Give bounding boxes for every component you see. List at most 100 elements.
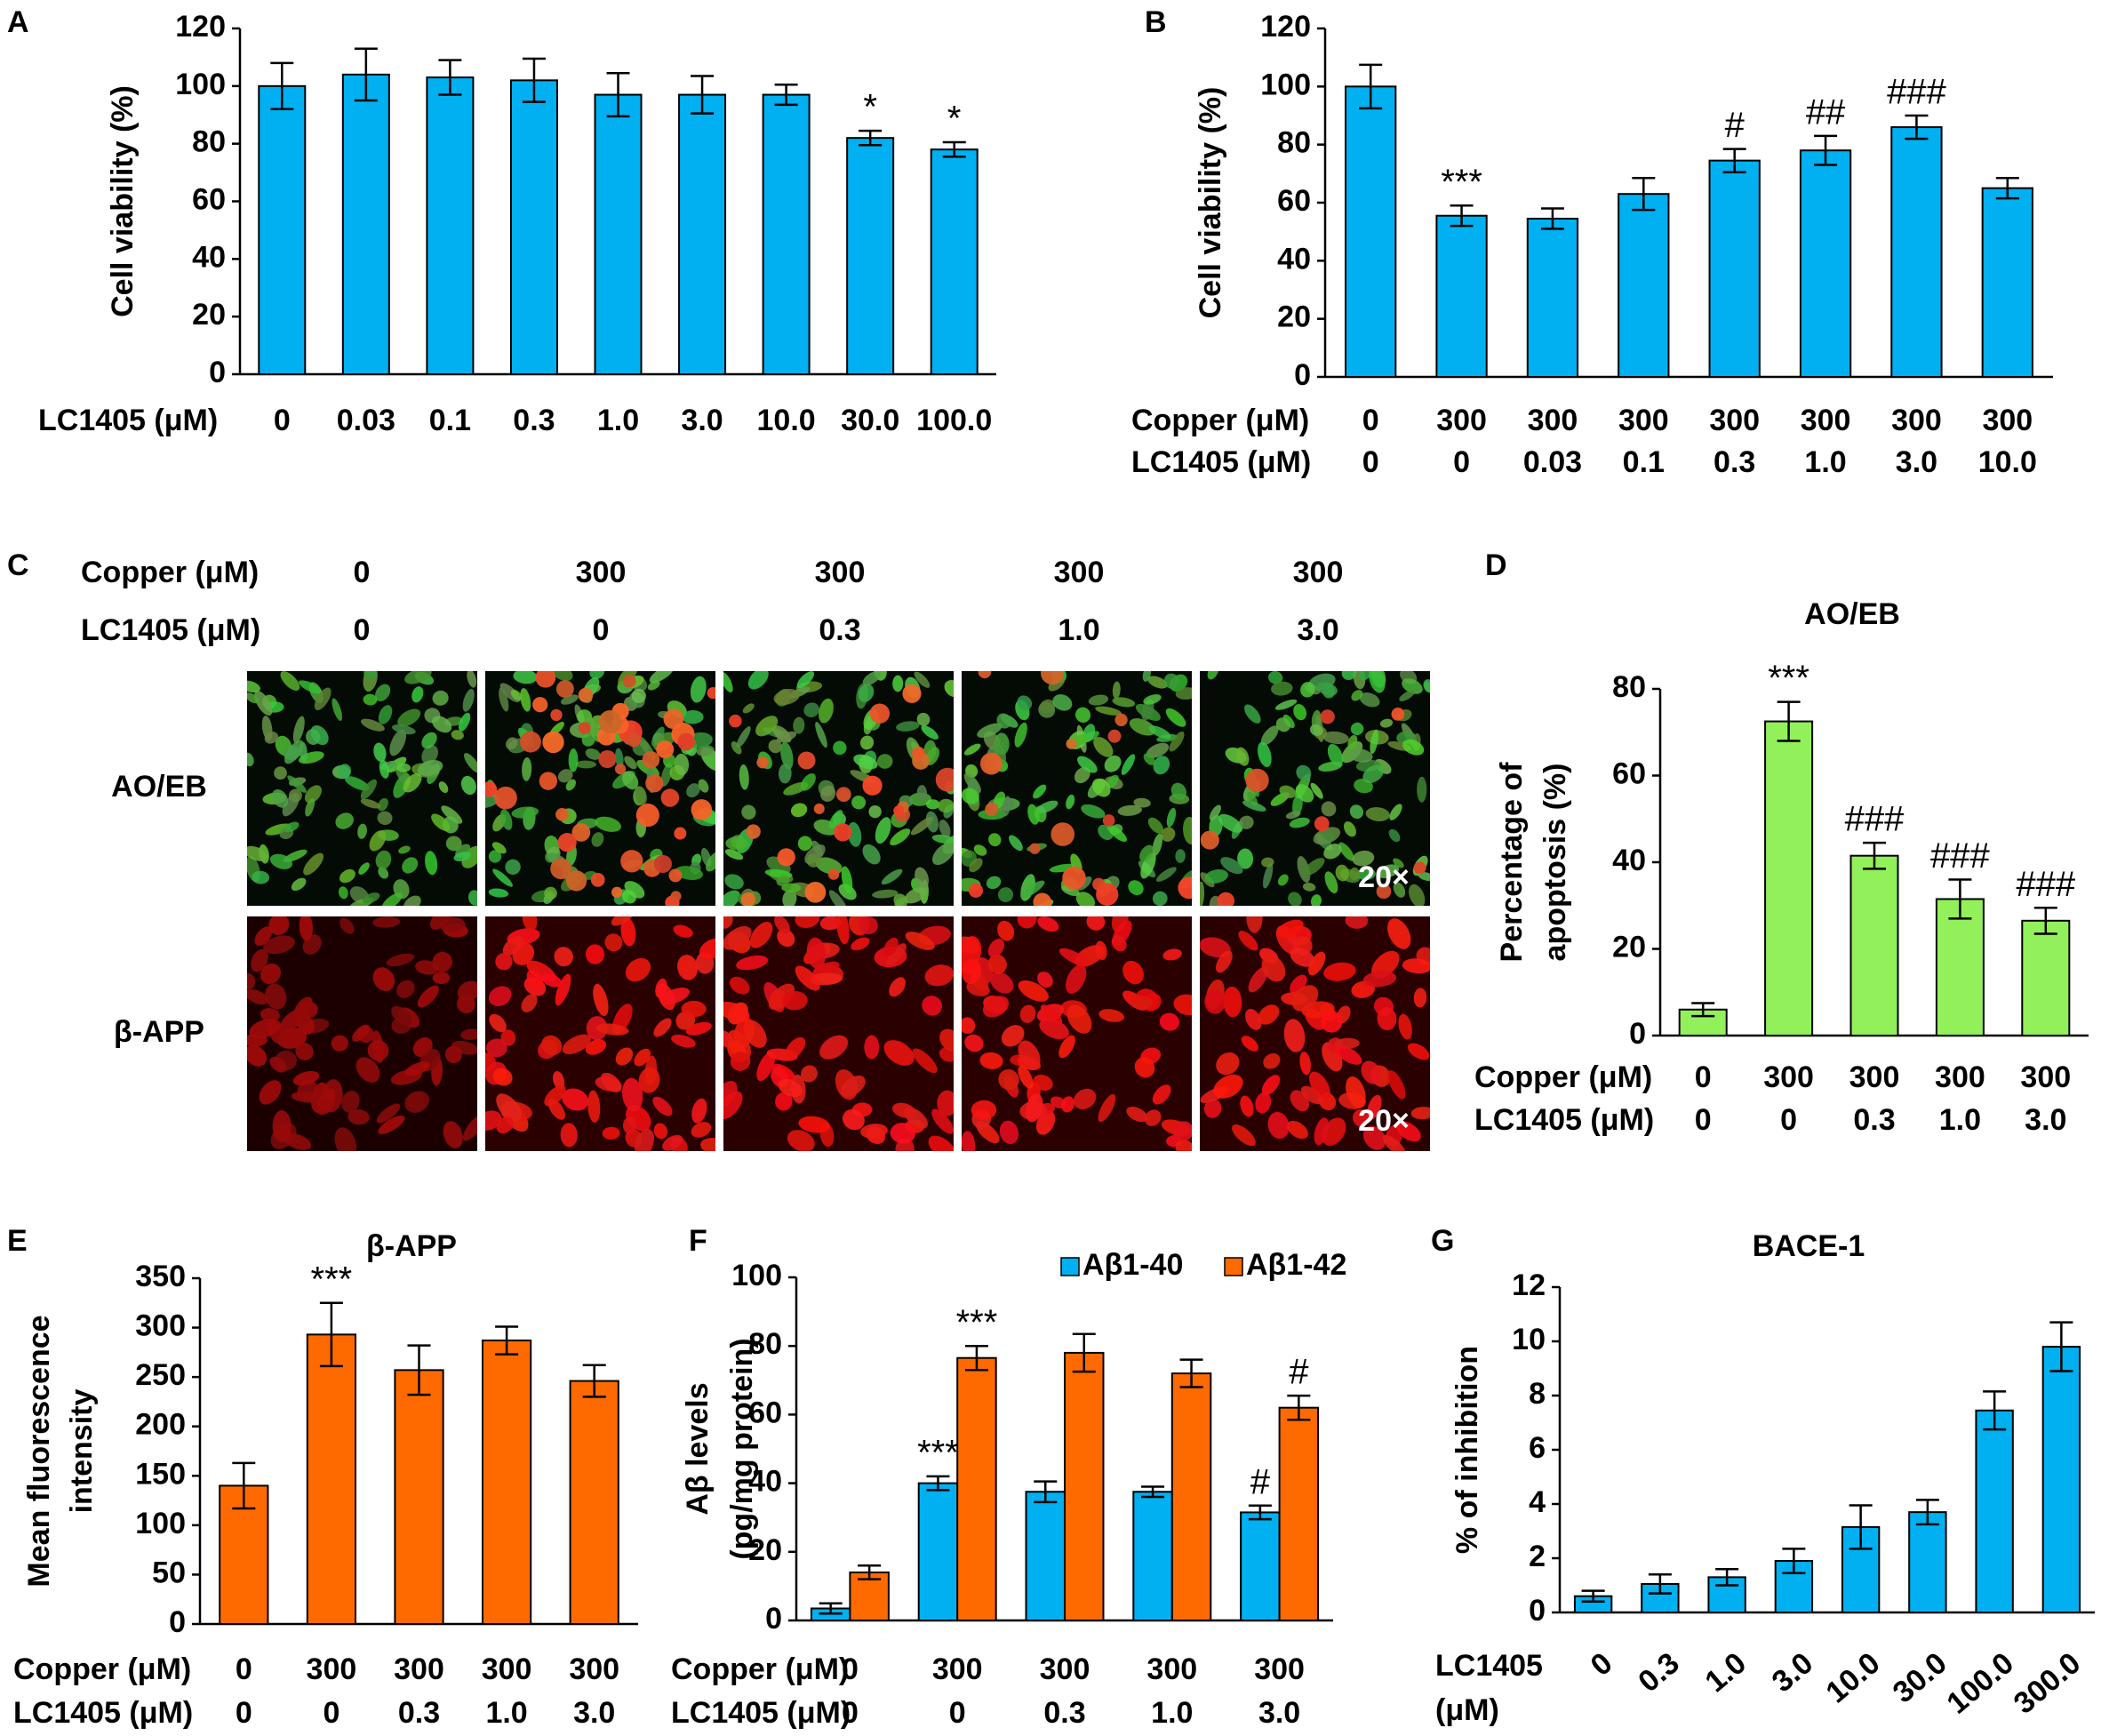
significance-mark: *** <box>311 1260 353 1299</box>
cell <box>355 1057 380 1083</box>
panel-letter: B <box>1145 5 1167 39</box>
apoptotic-cell <box>519 731 541 753</box>
cell <box>659 988 690 1005</box>
x-row-label: LC1405 <box>1435 1649 1543 1683</box>
x-tick-label: 10.0 <box>1978 445 2037 479</box>
cell <box>1112 697 1136 708</box>
cell <box>1075 892 1096 906</box>
cell <box>1365 807 1390 821</box>
cell <box>698 779 709 793</box>
cell <box>378 705 393 724</box>
cell <box>1361 1060 1382 1084</box>
cell <box>859 735 875 750</box>
cell <box>778 763 792 784</box>
cell <box>377 811 393 826</box>
cell <box>1323 844 1342 860</box>
apoptotic-cell <box>835 787 851 803</box>
x-tick-label: 0 <box>842 1652 859 1686</box>
bar <box>1618 193 1670 378</box>
x-tick-label: 300 <box>569 1652 619 1686</box>
cell <box>862 671 881 686</box>
cell <box>1355 868 1376 881</box>
cell <box>544 886 557 900</box>
cell <box>1362 1125 1386 1150</box>
cell <box>1140 852 1156 879</box>
cell <box>297 1015 316 1035</box>
apoptotic-cell <box>485 781 498 797</box>
cell <box>522 916 538 932</box>
cell <box>395 763 411 772</box>
cell <box>731 741 742 755</box>
significance-mark: ## <box>1806 92 1846 132</box>
cell <box>883 1040 915 1066</box>
cell <box>814 961 840 976</box>
cell <box>1417 776 1427 803</box>
apoptotic-cell <box>729 714 742 728</box>
cell <box>1345 916 1369 929</box>
column-label: 0 <box>354 556 371 589</box>
cell <box>254 926 273 946</box>
cell <box>1410 1107 1430 1120</box>
cell <box>819 785 836 802</box>
cell <box>990 972 1014 994</box>
x-tick-label: 30.0 <box>1887 1646 1953 1710</box>
cell <box>1309 1071 1330 1100</box>
cell <box>339 868 355 884</box>
cell <box>773 689 800 706</box>
y-tick-label: 60 <box>1277 184 1311 218</box>
cell <box>375 850 392 870</box>
cell <box>295 1042 314 1060</box>
magnification-label: 20× <box>1358 860 1410 894</box>
cell <box>1058 1035 1075 1059</box>
y-axis-label: apoptosis (%) <box>1538 764 1572 962</box>
cell <box>247 1044 268 1067</box>
cell <box>922 996 942 1016</box>
x-tick-label: 300.0 <box>2008 1646 2088 1721</box>
cell <box>502 935 523 956</box>
cell <box>1393 858 1404 868</box>
cell <box>1223 986 1242 1018</box>
cell <box>1402 958 1430 974</box>
cell <box>259 1080 282 1105</box>
y-tick-label: 100 <box>135 1507 186 1540</box>
apoptotic-cell <box>494 786 517 810</box>
y-tick-label: 100 <box>731 1259 782 1292</box>
cell <box>655 978 667 998</box>
cell <box>357 823 367 839</box>
cell <box>431 813 451 831</box>
x-tick-label: 3.0 <box>573 1696 615 1730</box>
y-axis-label: Cell viability (%) <box>1194 87 1227 319</box>
cell <box>1244 704 1261 724</box>
legend-swatch <box>1224 1257 1243 1276</box>
cell <box>685 1021 712 1036</box>
cell <box>723 916 733 929</box>
cell <box>263 935 295 955</box>
cell <box>819 1035 849 1060</box>
cell <box>889 977 906 997</box>
bar <box>1975 1409 2014 1614</box>
panel-d: D AO/EB Percentage of apoptosis (%) 0 20 40 60 8… <box>1474 548 2089 1137</box>
cell <box>1037 916 1059 932</box>
cell <box>334 1127 357 1151</box>
cell <box>987 954 1007 974</box>
cell <box>441 805 463 824</box>
cell <box>595 1023 629 1036</box>
cell <box>568 748 579 772</box>
bar <box>1435 214 1488 378</box>
apoptotic-cell <box>578 687 594 703</box>
cell <box>247 845 268 861</box>
cell <box>724 849 744 860</box>
y-tick-label: 40 <box>1277 242 1311 276</box>
apoptotic-cell <box>670 891 682 902</box>
cell <box>541 972 562 988</box>
cell <box>249 1019 281 1038</box>
bar <box>1799 149 1852 378</box>
apoptotic-cell <box>627 732 642 748</box>
cell <box>460 775 476 796</box>
cell <box>969 858 983 873</box>
cell <box>1246 916 1263 933</box>
cell <box>1073 1088 1097 1109</box>
cell <box>360 718 385 732</box>
cell <box>1143 753 1156 766</box>
bar <box>678 93 727 376</box>
